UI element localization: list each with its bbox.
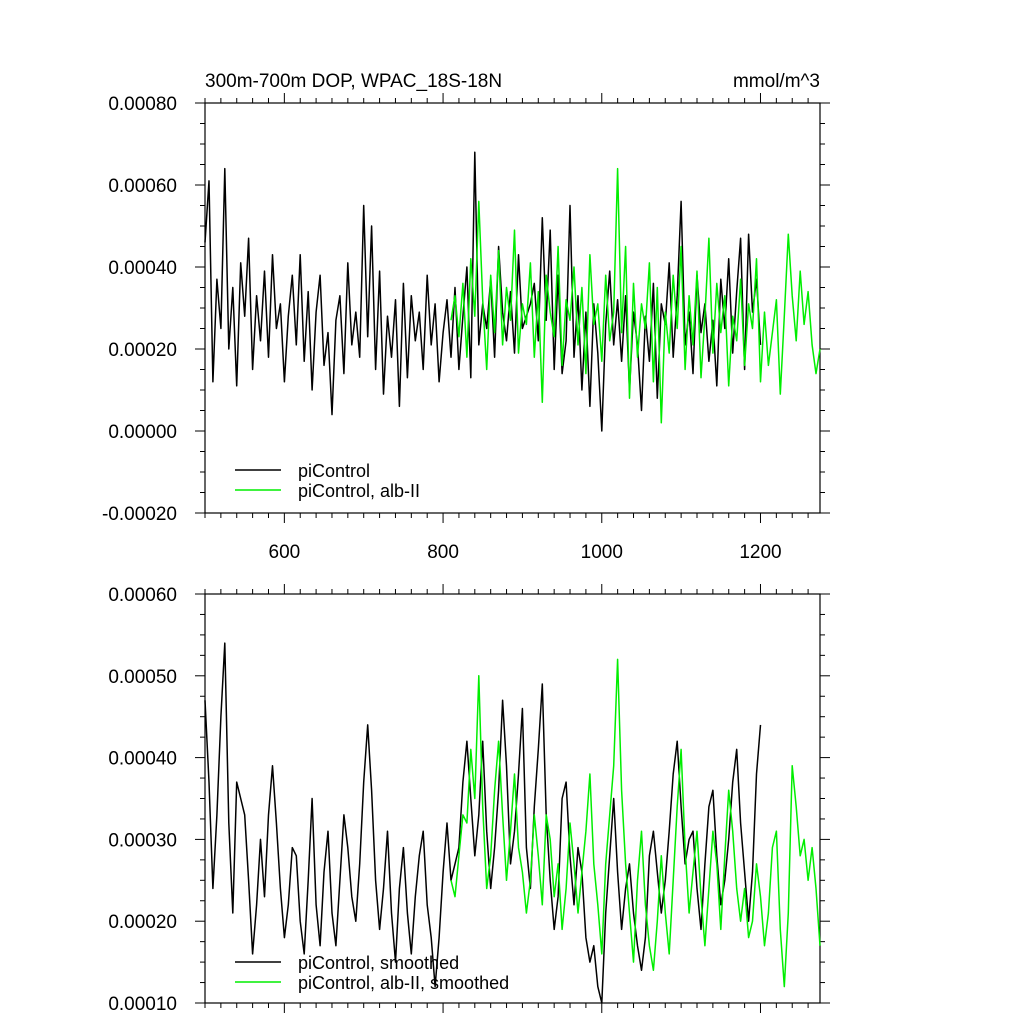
y-tick-label: 0.00000 [108,422,177,443]
top-panel-legend: piControl piControl, alb-II [235,461,420,501]
y-tick-label: 0.00010 [108,994,177,1015]
series-line-picontrol-alb-ii [450,167,821,424]
top-panel-units: mmol/m^3 [733,71,820,92]
y-tick-label: 0.00030 [108,830,177,851]
y-tick-label: 0.00040 [108,749,177,770]
top-panel-title: 300m-700m DOP, WPAC_18S-18N [205,71,502,92]
top-panel-axes: 600 800 1000 1200 -0.00020 0.00000 0.00020 0.00… [102,93,830,563]
legend-label-picontrol: piControl [298,461,370,481]
x-tick-label: 1200 [739,542,781,563]
y-tick-label: 0.00020 [108,912,177,933]
bottom-panel: 0.00010 0.00020 0.00030 0.00040 0.00050 0.000… [108,584,830,1015]
legend-label-picontrol-smoothed: piControl, smoothed [298,953,459,973]
series-line-picontrol-alb-ii-smoothed [450,658,821,988]
series-line-picontrol-smoothed [204,642,762,1004]
legend-label-picontrol-alb-ii-smoothed: piControl, alb-II, smoothed [298,973,509,993]
bottom-panel-legend: piControl, smoothed piControl, alb-II, s… [235,953,509,993]
top-panel: 300m-700m DOP, WPAC_18S-18N mmol/m^3 600… [102,71,830,563]
bottom-panel-series [204,642,821,1004]
top-panel-series [204,151,821,432]
y-tick-label: 0.00020 [108,340,177,361]
y-tick-label: 0.00060 [108,176,177,197]
x-tick-label: 600 [269,542,301,563]
x-tick-label: 800 [427,542,459,563]
y-tick-label: -0.00020 [102,504,177,525]
y-tick-label: 0.00080 [108,94,177,115]
y-tick-label: 0.00040 [108,258,177,279]
y-tick-label: 0.00060 [108,585,177,606]
legend-label-picontrol-alb-ii: piControl, alb-II [298,481,420,501]
bottom-panel-axes: 0.00010 0.00020 0.00030 0.00040 0.00050 0.000… [108,584,830,1015]
x-tick-label: 1000 [581,542,623,563]
y-tick-label: 0.00050 [108,667,177,688]
